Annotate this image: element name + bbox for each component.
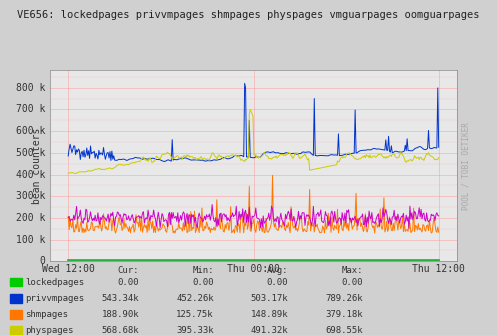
Text: 188.90k: 188.90k xyxy=(101,310,139,319)
Text: 200 k: 200 k xyxy=(16,213,46,223)
Text: 0.00: 0.00 xyxy=(341,278,363,287)
Text: 0.00: 0.00 xyxy=(192,278,214,287)
Text: shmpages: shmpages xyxy=(25,310,68,319)
Text: 789.26k: 789.26k xyxy=(325,294,363,303)
Text: physpages: physpages xyxy=(25,326,73,335)
Text: Cur:: Cur: xyxy=(118,266,139,275)
Text: 395.33k: 395.33k xyxy=(176,326,214,335)
Text: 400 k: 400 k xyxy=(16,170,46,180)
Text: 800 k: 800 k xyxy=(16,83,46,93)
Text: Min:: Min: xyxy=(192,266,214,275)
Y-axis label: bean counters: bean counters xyxy=(32,128,42,204)
Text: 148.89k: 148.89k xyxy=(250,310,288,319)
Text: Max:: Max: xyxy=(341,266,363,275)
Text: 125.75k: 125.75k xyxy=(176,310,214,319)
Text: POOL / TOBI OETIKER: POOL / TOBI OETIKER xyxy=(461,122,470,210)
Text: VE656: lockedpages privvmpages shmpages physpages vmguarpages oomguarpages: VE656: lockedpages privvmpages shmpages … xyxy=(17,10,480,20)
Text: lockedpages: lockedpages xyxy=(25,278,84,287)
Text: 491.32k: 491.32k xyxy=(250,326,288,335)
Text: 543.34k: 543.34k xyxy=(101,294,139,303)
Text: 600 k: 600 k xyxy=(16,126,46,136)
Text: Avg:: Avg: xyxy=(267,266,288,275)
Text: 0.00: 0.00 xyxy=(118,278,139,287)
Text: 700 k: 700 k xyxy=(16,105,46,115)
Text: 452.26k: 452.26k xyxy=(176,294,214,303)
Text: 568.68k: 568.68k xyxy=(101,326,139,335)
Text: privvmpages: privvmpages xyxy=(25,294,84,303)
Text: 500 k: 500 k xyxy=(16,148,46,158)
Text: 100 k: 100 k xyxy=(16,234,46,245)
Text: 0: 0 xyxy=(40,256,46,266)
Text: 300 k: 300 k xyxy=(16,191,46,201)
Text: 698.55k: 698.55k xyxy=(325,326,363,335)
Text: 379.18k: 379.18k xyxy=(325,310,363,319)
Text: 0.00: 0.00 xyxy=(267,278,288,287)
Text: 503.17k: 503.17k xyxy=(250,294,288,303)
